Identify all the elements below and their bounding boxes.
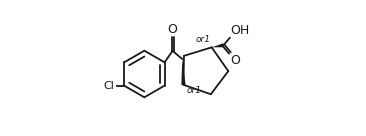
Text: or1: or1 bbox=[187, 86, 202, 95]
Text: OH: OH bbox=[231, 24, 250, 37]
Polygon shape bbox=[212, 43, 224, 47]
Text: O: O bbox=[168, 23, 178, 35]
Text: or1: or1 bbox=[196, 35, 211, 44]
Text: Cl: Cl bbox=[103, 81, 114, 91]
Polygon shape bbox=[181, 59, 186, 85]
Text: O: O bbox=[231, 54, 240, 67]
